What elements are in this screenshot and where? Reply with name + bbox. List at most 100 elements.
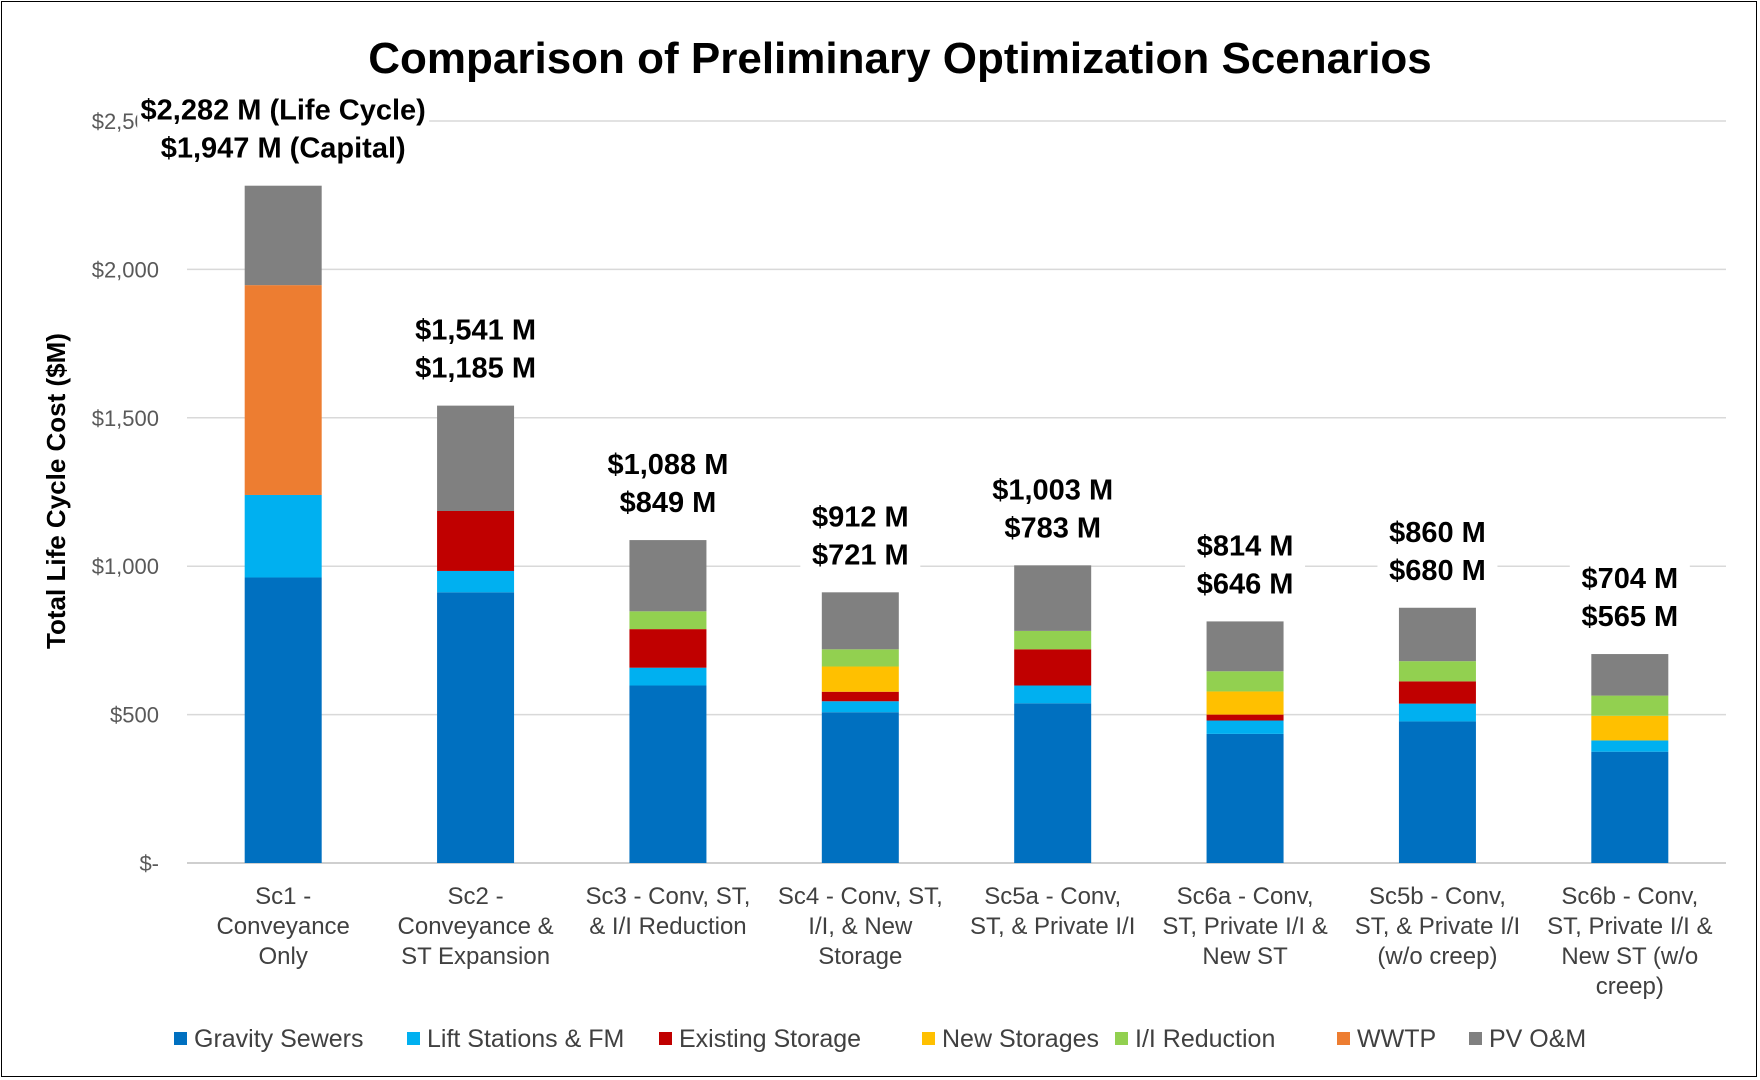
legend-swatch: [1115, 1032, 1128, 1045]
bar-segment: [1591, 751, 1669, 863]
total-label: $1,088 M: [607, 449, 728, 481]
legend: Gravity Sewers Lift Stations & FM Existing…: [174, 1025, 1586, 1053]
legend-swatch: [1469, 1032, 1482, 1045]
bar-segment: [1206, 691, 1284, 715]
x-tick-label: Sc2 -: [448, 883, 504, 910]
capital-label: $783 M: [1004, 512, 1101, 544]
legend-label: I/I Reduction: [1135, 1025, 1275, 1053]
bar-segment: [821, 649, 899, 667]
x-tick-label: New ST (w/o: [1561, 943, 1698, 970]
total-label: $704 M: [1581, 563, 1678, 595]
x-tick-label: Storage: [818, 943, 902, 970]
x-tick-label: Conveyance: [216, 913, 349, 940]
bar-segment: [244, 285, 322, 495]
annotation-background: [1569, 558, 1690, 635]
capital-label: $1,947 M (Capital): [161, 133, 406, 165]
bar-segment: [821, 712, 899, 863]
y-tick-label: $2,000: [92, 257, 159, 282]
legend-swatch: [659, 1032, 672, 1045]
legend-swatch: [174, 1032, 187, 1045]
bar-segment: [437, 405, 515, 511]
bar-segment: [244, 494, 322, 578]
bar-segment: [629, 685, 707, 863]
legend-swatch: [922, 1032, 935, 1045]
bar-segment: [1206, 733, 1284, 863]
bar-segment: [1014, 630, 1092, 650]
bar-segment: [629, 667, 707, 686]
x-tick-label: Sc5a - Conv,: [984, 883, 1121, 910]
capital-label: $646 M: [1197, 568, 1294, 600]
bar-segment: [1398, 703, 1476, 722]
x-axis-labels: Sc1 - Conveyance Only Sc2 - Conveyance & ST E…: [216, 883, 1712, 1000]
bar-segment: [1206, 714, 1284, 721]
bar-segment: [1014, 649, 1092, 686]
bar-segment: [437, 570, 515, 593]
x-tick-label: New ST: [1202, 943, 1288, 970]
legend-label: Gravity Sewers: [194, 1025, 363, 1053]
legend-label: Lift Stations & FM: [427, 1025, 624, 1053]
x-tick-label: Conveyance &: [398, 913, 554, 940]
x-tick-label: Sc3 - Conv, ST,: [585, 883, 750, 910]
bar-segment: [244, 185, 322, 286]
legend-label: WWTP: [1357, 1025, 1436, 1053]
x-tick-label: Sc6a - Conv,: [1177, 883, 1314, 910]
capital-label: $721 M: [812, 539, 909, 571]
total-label: $1,003 M: [992, 474, 1113, 506]
bar-segment: [1398, 681, 1476, 704]
total-label: $1,541 M: [415, 315, 536, 347]
legend-label: New Storages: [942, 1025, 1099, 1053]
bar-segment: [1591, 654, 1669, 696]
capital-label: $1,185 M: [415, 353, 536, 385]
annotation-background: [137, 89, 430, 166]
total-label: $860 M: [1389, 517, 1486, 549]
chart-title: Comparison of Preliminary Optimization S…: [368, 34, 1432, 83]
annotation-background: [607, 444, 728, 521]
bar-segment: [1014, 565, 1092, 631]
x-tick-label: Sc4 - Conv, ST,: [778, 883, 943, 910]
gridlines: [187, 120, 1726, 864]
bar-segment: [1206, 720, 1284, 734]
bar-segment: [821, 666, 899, 692]
bar-segment: [1206, 671, 1284, 692]
bar-segment: [1591, 740, 1669, 752]
x-tick-label: ST, & Private I/I: [970, 913, 1135, 940]
bar-segment: [1206, 621, 1284, 672]
bar-segment: [1591, 715, 1669, 741]
y-tick-label: $-: [139, 851, 159, 876]
bar-segment: [244, 577, 322, 863]
x-tick-label: ST, Private I/I &: [1547, 913, 1712, 940]
y-axis-ticks: $-$500$1,000$1,500$2,000$2,500: [92, 109, 159, 876]
x-tick-label: Sc6b - Conv,: [1561, 883, 1698, 910]
capital-label: $849 M: [620, 487, 717, 519]
x-tick-label: Only: [259, 943, 308, 970]
bar-segment: [1591, 695, 1669, 716]
x-tick-label: ST, Private I/I &: [1162, 913, 1327, 940]
total-label: $912 M: [812, 501, 909, 533]
legend-swatch: [407, 1032, 420, 1045]
capital-label: $680 M: [1389, 555, 1486, 587]
bar-segment: [629, 611, 707, 630]
bar-segment: [629, 540, 707, 612]
bar-segment: [1398, 661, 1476, 682]
x-tick-label: ST Expansion: [401, 943, 550, 970]
y-tick-label: $1,500: [92, 406, 159, 431]
total-label: $2,282 M (Life Cycle): [141, 95, 426, 127]
bar-segment: [821, 701, 899, 713]
x-tick-label: creep): [1596, 973, 1664, 1000]
x-tick-label: ST, & Private I/I: [1355, 913, 1520, 940]
annotation-background: [1377, 511, 1498, 588]
bar-segment: [1398, 721, 1476, 863]
annotation-background: [992, 469, 1113, 546]
bar-segment: [821, 592, 899, 650]
y-tick-label: $1,000: [92, 554, 159, 579]
bar-annotations: $2,282 M (Life Cycle) $1,947 M (Capital) $…: [137, 89, 1690, 635]
x-tick-label: (w/o creep): [1377, 943, 1497, 970]
total-label: $814 M: [1197, 530, 1294, 562]
bar-segment: [821, 691, 899, 702]
x-tick-label: Sc1 -: [255, 883, 311, 910]
bar-segment: [437, 592, 515, 863]
bar-segment: [629, 629, 707, 668]
x-tick-label: & I/I Reduction: [589, 913, 746, 940]
